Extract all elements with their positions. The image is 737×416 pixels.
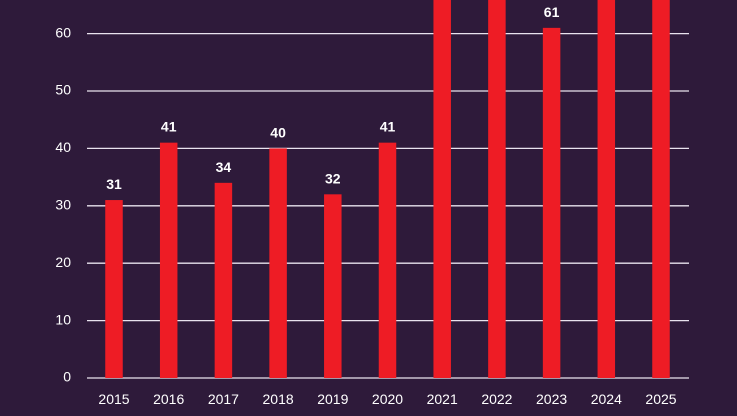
bar-2022 [488,0,506,378]
y-tick-label: 60 [55,24,71,40]
bar-2017 [214,182,233,378]
bar-2016 [159,142,178,378]
x-tick-label: 2016 [153,391,184,407]
bar-2019 [324,194,342,378]
y-tick-label: 0 [63,369,71,385]
x-tick-label: 2021 [427,391,458,407]
bar-2018 [269,148,287,378]
x-tick-label: 2024 [591,391,622,407]
x-tick-label: 2022 [481,391,512,407]
data-label: 32 [325,170,341,186]
x-tick-label: 2023 [536,391,567,407]
x-tick-label: 2015 [98,391,129,407]
y-axis-ticks: 0 10 20 30 40 50 60 [55,24,71,384]
y-tick-label: 10 [55,311,71,327]
y-tick-label: 20 [55,254,71,270]
x-tick-label: 2025 [645,391,676,407]
bar-2015 [105,200,123,378]
data-label: 34 [216,159,232,175]
bar-2025 [652,0,670,378]
bar-2024 [597,0,616,378]
data-label: 41 [380,119,396,135]
data-label: 40 [270,124,286,140]
y-tick-label: 40 [55,139,71,155]
x-tick-label: 2019 [317,391,348,407]
data-label: 31 [106,176,122,192]
x-axis-ticks: 2015 2016 2017 2018 2019 2020 2021 2022 2023 2024… [98,391,676,407]
y-tick-label: 30 [55,197,71,213]
x-tick-label: 2020 [372,391,403,407]
x-tick-label: 2017 [208,391,239,407]
data-label: 61 [544,4,560,20]
y-tick-label: 50 [55,82,71,98]
bar-2020 [378,142,397,378]
data-labels: 31 41 34 40 32 41 61 [106,4,559,192]
bars [105,0,670,379]
bar-2023 [542,27,561,379]
x-tick-label: 2018 [263,391,294,407]
data-label: 41 [161,119,177,135]
bar-2021 [433,0,451,378]
